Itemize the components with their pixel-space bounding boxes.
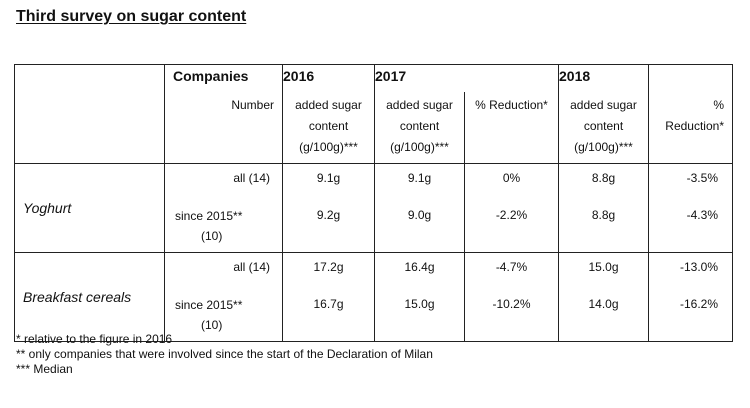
- footnote-median: *** Median: [16, 362, 73, 376]
- reduction-2017: -2.2%: [464, 201, 559, 253]
- content-label: content: [308, 119, 349, 133]
- product-header-cell: [14, 64, 165, 92]
- value-2017: 9.0g: [374, 201, 465, 253]
- added-sugar-label: added sugar: [295, 98, 362, 112]
- category-line2: (10): [201, 229, 223, 243]
- reduction-2017: 0%: [464, 163, 559, 201]
- table-row: Breakfast cereals all (14) 17.2g 16.4g -…: [14, 252, 733, 342]
- category-cell: since 2015** (10): [164, 201, 283, 253]
- category-line1: since 2015**: [175, 298, 243, 312]
- table-row: Yoghurt all (14) 9.1g 9.1g 0% 8.8g -3.5%: [14, 163, 733, 253]
- value-2018: 8.8g: [591, 171, 616, 185]
- category-cell: all (14): [164, 252, 283, 290]
- category-line1: since 2015**: [175, 209, 243, 223]
- value-2018: 15.0g: [558, 252, 649, 290]
- footnotes: * relative to the figure in 2016 ** only…: [16, 332, 433, 377]
- reduction-pct-label: %: [713, 98, 724, 112]
- reduction-word-label: Reduction*: [665, 119, 724, 133]
- reduction-2018-header-top: [648, 64, 733, 92]
- added-sugar-label: added sugar: [570, 98, 637, 112]
- reduction-2018: -4.3%: [648, 201, 733, 253]
- category-cell: since 2015** (10): [164, 290, 283, 342]
- category-line2: (10): [201, 318, 223, 332]
- unit-label: (g/100g)***: [299, 140, 358, 154]
- value-2016: 9.1g: [282, 163, 375, 201]
- reduction-2017-header: % Reduction*: [464, 92, 559, 164]
- year-2016-header: 2016: [282, 64, 375, 92]
- value-2016: 16.7g: [282, 290, 375, 342]
- content-label: content: [399, 119, 440, 133]
- value-2017: 16.4g: [374, 252, 465, 290]
- added-sugar-2017-header: added sugar content (g/100g)***: [374, 92, 465, 164]
- footnote-companies: ** only companies that were involved sin…: [16, 347, 433, 361]
- reduction-2018: -3.5%: [648, 163, 733, 201]
- product-subheader-cell: [14, 92, 165, 164]
- reduction-2017: -4.7%: [464, 252, 559, 290]
- value-2016: 17.2g: [282, 252, 375, 290]
- reduction-2018-header: % Reduction*: [648, 92, 733, 164]
- value-2017: 9.1g: [374, 163, 465, 201]
- reduction-2018: -16.2%: [648, 290, 733, 342]
- product-yoghurt: Yoghurt: [14, 163, 165, 253]
- table-row: since 2015** (10) 9.2g 9.0g -2.2% 8.8g -…: [15, 201, 733, 253]
- added-sugar-2018-header: added sugar content (g/100g)***: [558, 92, 649, 164]
- footnote-relative: * relative to the figure in 2016: [16, 332, 173, 346]
- value-2016: 9.2g: [282, 201, 375, 253]
- page-title: Third survey on sugar content: [16, 8, 247, 25]
- table-subheader-row: Number added sugar content (g/100g)*** a…: [14, 92, 733, 164]
- companies-header: Companies: [164, 64, 283, 92]
- category-cell: all (14): [164, 163, 283, 201]
- value-2018: 14.0g: [558, 290, 649, 342]
- table-row: since 2015** (10) 16.7g 15.0g -10.2% 14.…: [14, 290, 733, 342]
- product-breakfast-cereals: Breakfast cereals: [14, 252, 165, 342]
- year-2018-header: 2018: [558, 64, 649, 92]
- added-sugar-label: added sugar: [386, 98, 453, 112]
- added-sugar-2016-header: added sugar content (g/100g)***: [282, 92, 375, 164]
- sugar-survey-table: Companies 2016 2017 2018 Number added su…: [14, 64, 733, 342]
- reduction-2017-header-top: [464, 64, 559, 92]
- value-2018: 8.8g: [591, 208, 616, 222]
- unit-label: (g/100g)***: [574, 140, 633, 154]
- year-2017-header: 2017: [374, 64, 465, 92]
- value-2017: 15.0g: [374, 290, 465, 342]
- reduction-2018: -13.0%: [648, 252, 733, 290]
- number-header: Number: [164, 92, 283, 164]
- content-label: content: [583, 119, 624, 133]
- unit-label: (g/100g)***: [390, 140, 449, 154]
- table-header-row: Companies 2016 2017 2018: [14, 64, 733, 92]
- reduction-2017: -10.2%: [464, 290, 559, 342]
